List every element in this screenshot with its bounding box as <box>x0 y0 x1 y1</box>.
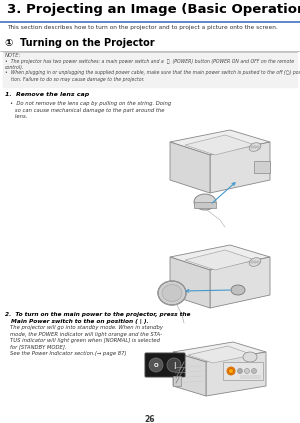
Circle shape <box>149 358 163 372</box>
Text: 1.  Remove the lens cap: 1. Remove the lens cap <box>5 92 89 97</box>
Text: O: O <box>154 363 158 368</box>
Text: The projector will go into standby mode. When in standby
mode, the POWER indicat: The projector will go into standby mode.… <box>10 325 163 357</box>
Polygon shape <box>194 202 216 208</box>
Polygon shape <box>185 250 255 270</box>
Bar <box>223 362 263 380</box>
Circle shape <box>229 368 233 374</box>
Polygon shape <box>210 257 270 308</box>
Circle shape <box>251 146 253 148</box>
Ellipse shape <box>231 285 245 295</box>
Polygon shape <box>170 257 210 308</box>
Text: 26: 26 <box>145 415 155 423</box>
Polygon shape <box>170 130 270 155</box>
Ellipse shape <box>249 143 261 151</box>
Circle shape <box>238 368 242 374</box>
Text: •  Do not remove the lens cap by pulling on the string. Doing
   so can cause me: • Do not remove the lens cap by pulling … <box>10 101 171 119</box>
Text: NOTE:: NOTE: <box>5 53 21 58</box>
Bar <box>173 376 181 386</box>
Circle shape <box>244 368 250 374</box>
Text: 2.  To turn on the main power to the projector, press the
   Main Power switch t: 2. To turn on the main power to the proj… <box>5 312 190 324</box>
Polygon shape <box>170 142 210 193</box>
Text: |: | <box>173 362 175 368</box>
Text: •  The projector has two power switches: a main power switch and a  ⓘ  (POWER) b: • The projector has two power switches: … <box>5 59 294 70</box>
Circle shape <box>227 367 235 375</box>
Polygon shape <box>173 342 266 362</box>
Circle shape <box>251 368 256 374</box>
Text: This section describes how to turn on the projector and to project a picture ont: This section describes how to turn on th… <box>7 25 278 30</box>
Text: •  When plugging in or unplugging the supplied power cable, make sure that the m: • When plugging in or unplugging the sup… <box>5 70 300 82</box>
Ellipse shape <box>158 281 186 305</box>
Polygon shape <box>173 352 206 396</box>
Ellipse shape <box>194 194 216 210</box>
Circle shape <box>257 261 259 263</box>
Polygon shape <box>210 142 270 193</box>
Circle shape <box>254 146 256 148</box>
Polygon shape <box>188 346 253 363</box>
Text: 3. Projecting an Image (Basic Operation): 3. Projecting an Image (Basic Operation) <box>7 3 300 16</box>
Bar <box>254 161 270 173</box>
Ellipse shape <box>243 352 257 362</box>
Circle shape <box>167 358 181 372</box>
Ellipse shape <box>249 258 261 266</box>
Polygon shape <box>206 352 266 396</box>
Circle shape <box>251 261 253 263</box>
FancyBboxPatch shape <box>145 353 185 377</box>
Polygon shape <box>170 245 270 270</box>
Bar <box>3 52 297 87</box>
Polygon shape <box>185 135 255 155</box>
Ellipse shape <box>162 285 182 302</box>
Text: ①  Turning on the Projector: ① Turning on the Projector <box>5 38 154 48</box>
Circle shape <box>254 261 256 263</box>
Circle shape <box>257 146 259 148</box>
